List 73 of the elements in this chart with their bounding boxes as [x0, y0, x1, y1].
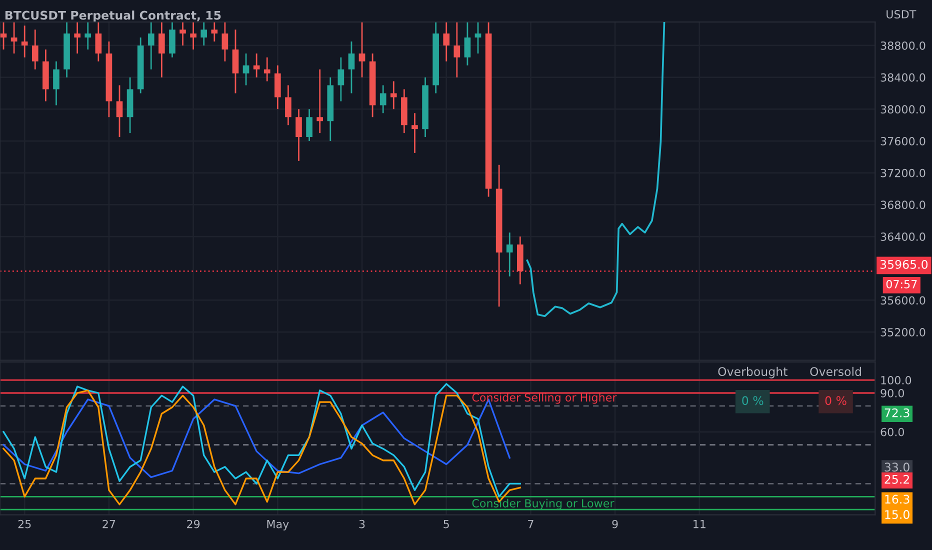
- candlestick: [53, 60, 60, 106]
- x-tick-label: 9: [612, 520, 618, 528]
- x-tick-label: 11: [694, 520, 706, 528]
- candlestick: [264, 56, 270, 82]
- text: 07:57: [886, 280, 917, 288]
- candlestick: [169, 22, 176, 58]
- candlestick: [242, 52, 250, 86]
- annotation: 0 %: [825, 396, 846, 406]
- x-tick-label: 27: [102, 520, 116, 528]
- candlestick: [200, 22, 208, 46]
- ref-line-label: Consider Selling or Higher: [472, 393, 617, 404]
- candlestick: [74, 22, 80, 54]
- y-tick-label: 90.0: [880, 388, 904, 398]
- candlestick: [211, 22, 218, 42]
- y-tick-label: 38400.0: [880, 73, 926, 82]
- y-tick-label: 37200.0: [880, 168, 926, 178]
- text: 72.3: [884, 408, 910, 418]
- chart-title: BTCUSDT Perpetual Contract, 15: [5, 10, 221, 22]
- candlestick: [84, 22, 92, 50]
- candlestick: [506, 232, 513, 278]
- candlestick: [316, 68, 323, 134]
- x-tick-label: 29: [187, 520, 200, 528]
- ref-line-label: 35965.0: [880, 260, 928, 269]
- candlestick: [274, 64, 281, 110]
- x-tick-label: 25: [18, 520, 31, 528]
- candlestick: [116, 84, 123, 138]
- y-tick-label: 36800.0: [880, 200, 926, 210]
- candlestick: [10, 22, 18, 54]
- candlestick: [464, 22, 471, 66]
- candlestick: [443, 22, 450, 62]
- text: USDT: [886, 10, 916, 18]
- annotation: Oversold: [810, 366, 861, 376]
- candlestick: [222, 22, 228, 62]
- y-tick-label: 35200.0: [880, 328, 926, 336]
- y-tick-label: 36400.0: [880, 232, 926, 241]
- candlestick: [190, 22, 196, 50]
- text: 16.3: [885, 494, 910, 504]
- candlestick: [0, 22, 7, 50]
- text: 33.0: [884, 462, 910, 472]
- candlestick: [412, 112, 418, 154]
- text: 25.2: [884, 474, 910, 484]
- candlestick: [296, 108, 302, 162]
- y-tick-label: 38800.0: [880, 41, 926, 50]
- candlestick: [348, 40, 355, 94]
- candlestick: [95, 22, 102, 62]
- candlestick: [358, 22, 366, 78]
- candlestick: [158, 22, 165, 78]
- x-tick-label: 7: [528, 520, 534, 528]
- annotation: 0 %: [742, 396, 764, 406]
- candlestick: [32, 28, 38, 70]
- y-tick-label: 100.0: [881, 376, 912, 384]
- y-tick-label: 37600.0: [880, 136, 926, 146]
- x-tick-label: 3: [359, 520, 365, 528]
- x-tick-label: 5: [444, 520, 449, 528]
- candlestick: [180, 22, 186, 46]
- candlestick: [285, 84, 292, 126]
- candlestick: [232, 28, 239, 94]
- candlestick: [474, 22, 482, 54]
- y-tick-label: 60.0: [880, 428, 904, 436]
- candlestick: [390, 80, 397, 110]
- candlestick: [454, 22, 460, 78]
- candlestick: [380, 84, 386, 114]
- y-tick-label: 35600.0: [880, 296, 926, 305]
- candlestick: [306, 108, 312, 142]
- x-tick-label: May: [267, 520, 289, 530]
- candlestick: [21, 24, 28, 58]
- candlestick: [253, 52, 260, 78]
- text: 15.0: [885, 510, 910, 519]
- y-tick-label: 38000.0: [880, 105, 926, 114]
- annotation: Overbought: [718, 366, 788, 378]
- candlestick: [148, 22, 154, 70]
- ref-line-label: Consider Buying or Lower: [472, 498, 614, 510]
- candlestick: [338, 56, 344, 102]
